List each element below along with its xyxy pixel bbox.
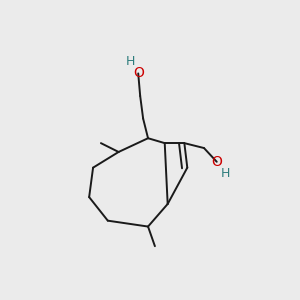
Text: H: H [221, 167, 230, 180]
Text: O: O [211, 155, 222, 169]
Text: O: O [133, 66, 144, 80]
Text: H: H [126, 55, 136, 68]
